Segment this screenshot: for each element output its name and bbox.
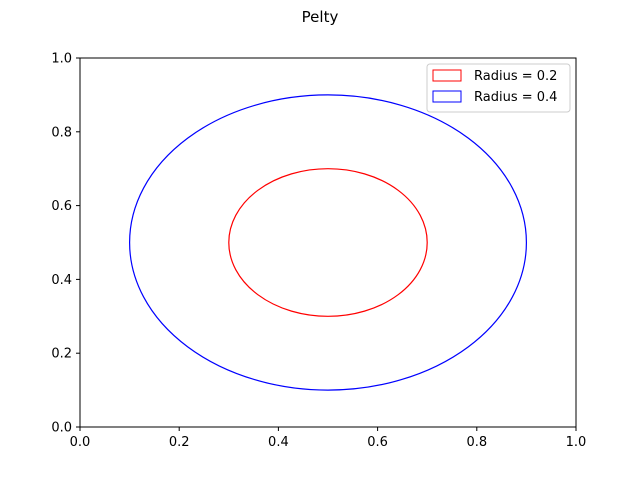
legend-label: Radius = 0.2 — [474, 69, 557, 84]
y-tick-label: 0.6 — [51, 199, 72, 214]
y-tick-label: 1.0 — [51, 52, 72, 67]
y-tick-label: 0.4 — [51, 273, 72, 288]
legend-label: Radius = 0.4 — [474, 90, 557, 105]
x-tick-label: 0.2 — [169, 435, 190, 450]
axes-frame — [79, 57, 577, 428]
series-circle-2 — [129, 94, 527, 391]
x-tick-label: 1.0 — [566, 435, 587, 450]
y-tick-label: 0.2 — [51, 347, 72, 362]
plot-area — [129, 94, 527, 391]
y-tick-label: 0.0 — [51, 421, 72, 436]
legend-swatch — [432, 69, 462, 82]
chart-title: Pelty — [302, 8, 339, 26]
legend-box — [426, 63, 571, 113]
legend: Radius = 0.2 Radius = 0.4 — [426, 63, 571, 113]
axes: 0.0 0.2 0.4 0.6 0.8 1.0 0.0 0.2 0.4 0.6 0.8 1.0 — [51, 52, 586, 451]
x-tick-label: 0.0 — [70, 435, 91, 450]
legend-swatch — [432, 90, 462, 103]
x-tick-label: 0.6 — [367, 435, 388, 450]
y-tick-label: 0.8 — [51, 125, 72, 140]
x-tick-label: 0.8 — [466, 435, 487, 450]
series-circle-1 — [228, 168, 428, 317]
x-tick-label: 0.4 — [268, 435, 289, 450]
